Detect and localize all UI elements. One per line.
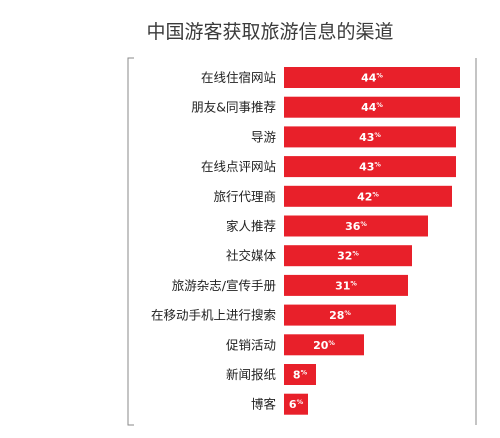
category-label: 新闻报纸 bbox=[226, 367, 277, 382]
value-label: 42% bbox=[357, 190, 379, 203]
category-label: 促销活动 bbox=[226, 337, 276, 352]
category-label: 在线点评网站 bbox=[201, 159, 276, 174]
category-label: 博客 bbox=[251, 397, 277, 412]
category-label: 在线住宿网站 bbox=[201, 70, 276, 85]
value-label: 32% bbox=[337, 250, 359, 263]
category-label: 朋友&同事推荐 bbox=[191, 100, 276, 115]
bar bbox=[284, 334, 364, 356]
value-label: 28% bbox=[329, 309, 351, 322]
bar bbox=[284, 126, 456, 148]
bar bbox=[284, 67, 460, 88]
bar bbox=[284, 393, 308, 415]
bar bbox=[284, 96, 460, 118]
category-label: 在移动手机上进行搜索 bbox=[151, 308, 276, 323]
chart-frame bbox=[127, 57, 477, 426]
category-label: 社交媒体 bbox=[226, 248, 277, 263]
bar bbox=[284, 215, 428, 237]
value-label: 20% bbox=[313, 339, 335, 352]
value-label: 43% bbox=[359, 161, 381, 174]
bar bbox=[284, 185, 452, 207]
value-label: 44% bbox=[361, 101, 383, 114]
category-label: 旅行代理商 bbox=[213, 189, 276, 204]
bar bbox=[284, 304, 396, 326]
bar bbox=[284, 274, 408, 296]
bars-group: 在线住宿网站 44% 朋友&同事推荐 44% 导游 43% 在线点评网站 43% 旅行代理商 42… bbox=[151, 67, 460, 415]
chart-title: 中国游客获取旅游信息的渠道 bbox=[146, 21, 393, 43]
category-label: 旅游杂志/宣传手册 bbox=[172, 278, 276, 293]
value-label: 8% bbox=[293, 369, 308, 382]
value-label: 6% bbox=[289, 398, 304, 411]
value-label: 43% bbox=[359, 131, 381, 144]
value-label: 44% bbox=[361, 72, 383, 85]
bar bbox=[284, 364, 316, 385]
bar bbox=[284, 156, 456, 178]
value-label: 31% bbox=[335, 279, 357, 292]
category-label: 导游 bbox=[251, 129, 277, 144]
category-label: 家人推荐 bbox=[226, 219, 276, 234]
frame-left-bracket bbox=[127, 57, 134, 426]
value-label: 36% bbox=[345, 220, 367, 233]
bar bbox=[284, 245, 412, 267]
